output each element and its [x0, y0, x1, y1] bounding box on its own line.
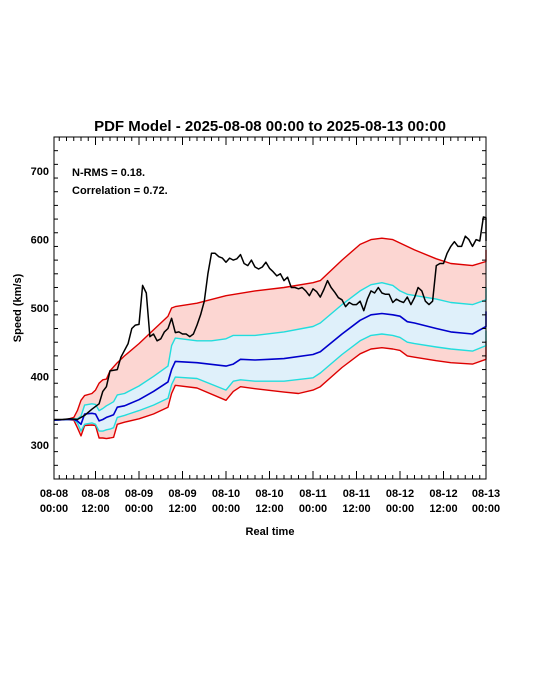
x-tick-label-date: 08-08 [40, 488, 68, 500]
series-upper-inner-line [53, 282, 487, 421]
chart-title: PDF Model - 2025-08-08 00:00 to 2025-08-… [94, 118, 446, 135]
y-axis-label: Speed (km/s) [12, 273, 24, 342]
x-axis-label: Real time [246, 526, 295, 538]
series-lower-inner-line [53, 330, 487, 432]
x-tick-label-date: 08-12 [386, 488, 414, 500]
x-tick-label-date: 08-08 [81, 488, 109, 500]
x-tick-label-time: 12:00 [168, 503, 196, 515]
x-tick-label-time: 00:00 [386, 503, 414, 515]
x-tick-label-date: 08-10 [255, 488, 283, 500]
axis-ticks [53, 136, 487, 480]
x-tick-label-time: 12:00 [255, 503, 283, 515]
x-tick-label-time: 00:00 [40, 503, 68, 515]
x-tick-label-date: 08-11 [299, 488, 327, 500]
x-tick-label-time: 12:00 [81, 503, 109, 515]
x-tick-label-date: 08-12 [429, 488, 457, 500]
x-tick-label-time: 00:00 [472, 503, 500, 515]
x-tick-label-time: 12:00 [342, 503, 370, 515]
series-median-line [53, 311, 487, 426]
x-tick-label-date: 08-10 [212, 488, 240, 500]
nrms-annotation: N-RMS = 0.18. [72, 167, 145, 179]
x-tick-label-date: 08-09 [168, 488, 196, 500]
x-tick-labels: 08-08 00:00 08-08 12:00 08-09 00:00 08-09 12:00… [40, 488, 500, 515]
x-tick-label-date: 08-11 [343, 488, 371, 500]
inner-band-fill [54, 282, 486, 432]
y-tick-label: 300 [31, 440, 49, 452]
x-tick-label-time: 00:00 [299, 503, 327, 515]
series-lower-outer-line [53, 340, 487, 440]
y-tick-label: 500 [31, 303, 49, 315]
plot-area [53, 216, 487, 440]
y-tick-label: 400 [31, 371, 49, 383]
y-tick-label: 700 [31, 166, 49, 178]
correlation-annotation: Correlation = 0.72. [72, 185, 168, 197]
x-tick-label-date: 08-13 [472, 488, 500, 500]
series-observed-line [54, 216, 487, 421]
series-upper-outer-line [53, 237, 487, 421]
x-tick-label-date: 08-09 [125, 488, 153, 500]
x-tick-label-time: 00:00 [125, 503, 153, 515]
x-tick-label-time: 00:00 [212, 503, 240, 515]
y-tick-labels: 300 400 500 600 700 [31, 166, 49, 452]
x-tick-label-time: 12:00 [429, 503, 457, 515]
y-tick-label: 600 [31, 235, 49, 247]
